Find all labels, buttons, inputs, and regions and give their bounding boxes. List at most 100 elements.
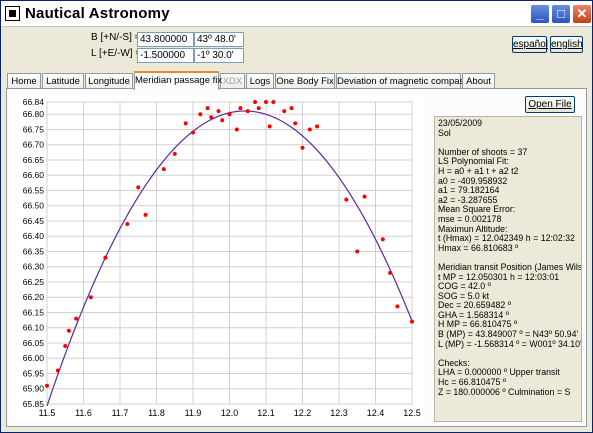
results-line: a2 = -3.287655 — [438, 194, 498, 205]
observation-point — [256, 106, 261, 111]
results-line: Checks: — [438, 357, 470, 368]
close-button[interactable]: ✕ — [572, 4, 592, 24]
y-tick-label: 66.05 — [23, 338, 45, 348]
observation-point — [66, 328, 71, 333]
tab-deviation-magnetic-compass[interactable]: Deviation of magnetic compass — [336, 73, 469, 89]
observation-point — [234, 127, 239, 132]
x-tick-label: 11.5 — [39, 408, 56, 418]
results-line: mse = 0.002178 — [438, 213, 502, 224]
observation-point — [136, 185, 141, 190]
results-line: Hmax = 66.810683 º — [438, 242, 519, 253]
maximize-button[interactable]: □ — [551, 4, 571, 24]
y-tick-label: 66.30 — [23, 262, 45, 272]
minimize-button[interactable]: _ — [530, 4, 550, 24]
observation-point — [362, 194, 367, 199]
observation-point — [45, 383, 49, 388]
results-line: LS Polynomial Fit: — [438, 156, 509, 167]
latitude-dms-field[interactable]: 43º 48.0' — [194, 32, 244, 47]
observation-point — [355, 249, 360, 254]
results-panel: 23/05/2009 Sol Number of shoots = 37 LS Po… — [434, 116, 582, 422]
observation-point — [293, 121, 298, 126]
observation-point — [238, 106, 243, 111]
tab-about[interactable]: About — [462, 73, 495, 89]
observation-point — [395, 304, 400, 309]
x-tick-label: 12.3 — [330, 408, 348, 418]
observation-point — [143, 212, 148, 217]
y-tick-label: 65.90 — [23, 384, 45, 394]
results-line: H MP = 66.810475 º — [438, 319, 518, 330]
results-line: Dec = 20.659482 º — [438, 300, 511, 311]
observation-point — [264, 100, 268, 104]
observation-point — [253, 100, 258, 104]
x-tick-label: 12.0 — [221, 408, 239, 418]
spanish-button[interactable]: español — [512, 36, 548, 53]
observation-point — [282, 109, 287, 114]
observation-point — [205, 106, 210, 111]
observation-point — [267, 124, 272, 129]
y-tick-label: 66.70 — [23, 140, 45, 150]
app-icon — [5, 6, 20, 21]
observation-point — [183, 121, 188, 126]
observation-point — [88, 295, 93, 300]
observation-point — [191, 130, 195, 135]
tab-home[interactable]: Home — [7, 73, 41, 89]
results-line: H = a0 + a1 t + a2 t2 — [438, 165, 519, 176]
longitude-label: L [+E/-W] = — [91, 48, 142, 59]
y-tick-label: 66.45 — [23, 216, 45, 226]
tab-meridian-passage-fix[interactable]: Meridian passage fix — [134, 71, 222, 90]
y-tick-label: 66.40 — [23, 231, 45, 241]
results-line: t (Hmax) = 12.042349 h = 12:02:32 — [438, 233, 575, 244]
longitude-input[interactable]: -1.500000 — [137, 48, 194, 63]
english-button[interactable]: english — [550, 36, 583, 53]
tab-latitude[interactable]: Latitude — [42, 73, 84, 89]
longitude-dms-field[interactable]: -1º 30.0' — [194, 48, 244, 63]
results-line: COG = 42.0 º — [438, 281, 491, 292]
results-line: Hc = 66.810475 º — [438, 377, 507, 388]
y-tick-label: 66.60 — [23, 170, 45, 180]
latitude-input[interactable]: 43.800000 — [137, 32, 194, 47]
open-file-button[interactable]: Open File — [525, 96, 575, 113]
title-bar[interactable]: Nautical Astronomy _ □ ✕ — [1, 1, 592, 27]
results-line: t MP = 12.050301 h = 12:03:01 — [438, 271, 560, 282]
altitude-chart: 11.5 11.6 11.7 11.8 11.9 12.0 12.1 12.2 12.3 12.4… — [11, 96, 424, 421]
y-tick-label: 66.10 — [23, 323, 45, 333]
observation-point — [307, 127, 312, 132]
observation-point — [380, 237, 385, 242]
x-tick-label: 11.8 — [148, 408, 165, 418]
y-tick-label: 66.15 — [23, 307, 45, 317]
x-tick-label: 11.9 — [185, 408, 202, 418]
y-tick-label: 65.85 — [23, 399, 45, 409]
results-line: GHA = 1.568314 º — [438, 309, 509, 320]
results-line: Mean Square Error: — [438, 204, 516, 215]
tab-one-body-fix[interactable]: One Body Fix — [275, 73, 335, 89]
results-line: L (MP) = -1.568314 º = W001º 34.10' — [438, 338, 582, 349]
y-tick-label: 66.84 — [23, 97, 45, 107]
y-tick-label: 66.75 — [23, 124, 45, 134]
tab-xdx[interactable]: XDX — [220, 73, 245, 89]
tab-logs[interactable]: Logs — [246, 73, 274, 89]
observation-point — [300, 145, 305, 150]
y-tick-label: 66.65 — [23, 155, 45, 165]
observation-point — [289, 106, 294, 111]
x-tick-label: 12.2 — [294, 408, 312, 418]
observation-point — [315, 124, 320, 129]
x-tick-label: 12.4 — [367, 408, 385, 418]
observation-point — [63, 344, 68, 349]
tab-longitude[interactable]: Longitude — [85, 73, 133, 89]
y-tick-label: 66.20 — [23, 292, 45, 302]
observation-point — [55, 368, 60, 373]
observation-point — [172, 151, 177, 156]
results-line: 23/05/2009 — [438, 118, 483, 128]
observation-point — [125, 222, 130, 227]
results-line: B (MP) = 43.849007 º = N43º 50.94' — [438, 329, 579, 340]
results-line: Number of shoots = 37 — [438, 146, 528, 157]
results-line: a0 = -409.958932 — [438, 175, 508, 186]
observation-point — [198, 112, 203, 117]
x-tick-label: 11.6 — [75, 408, 92, 418]
altitude-chart-svg: 11.5 11.6 11.7 11.8 11.9 12.0 12.1 12.2 12.3 12.4… — [23, 97, 421, 418]
results-line: Sol — [438, 127, 451, 138]
results-line: Maximun Altitude: — [438, 223, 508, 234]
observation-point — [410, 319, 414, 324]
x-tick-label: 12.1 — [257, 408, 275, 418]
y-tick-label: 66.25 — [23, 277, 45, 287]
